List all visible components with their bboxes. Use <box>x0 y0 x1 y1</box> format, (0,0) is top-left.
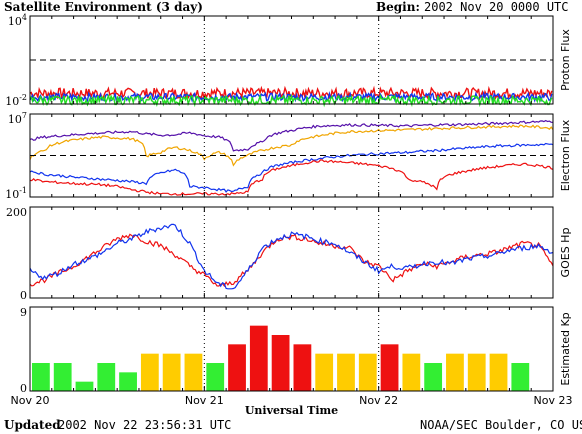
kp-bar <box>249 325 268 391</box>
kp-bar <box>271 335 290 391</box>
kp-bar <box>489 353 508 391</box>
y-tick-label-top: 104 <box>8 13 27 28</box>
y-tick-label-bottom: 0 <box>20 289 27 302</box>
kp-bar <box>424 363 443 391</box>
plot-area <box>30 307 553 391</box>
plot-area <box>30 207 553 298</box>
y-tick-label-bottom: 10-1 <box>5 186 27 201</box>
kp-bar <box>446 353 464 391</box>
y-tick-label-bottom: 0 <box>20 382 27 395</box>
kp-bar <box>380 344 399 391</box>
x-tick-label: Nov 21 <box>185 394 224 407</box>
kp-bar <box>162 353 181 391</box>
kp-bar <box>511 363 530 391</box>
kp-bar <box>140 353 159 391</box>
kp-bar <box>97 363 116 391</box>
panel-4 <box>29 306 554 392</box>
series-purple <box>29 119 553 152</box>
series-red <box>29 233 554 288</box>
y-axis-label: GOES Hp <box>559 228 572 278</box>
kp-bar <box>53 363 72 391</box>
y-tick-label-top: 107 <box>8 111 27 126</box>
panel-3 <box>29 206 554 299</box>
kp-bar <box>228 344 246 391</box>
kp-bar <box>293 344 312 391</box>
kp-bar <box>358 353 377 391</box>
kp-bar <box>402 353 421 391</box>
begin-value: 2002 Nov 20 0000 UTC <box>424 0 569 14</box>
series-orange <box>29 124 554 167</box>
kp-bar <box>119 372 137 391</box>
panel-2 <box>29 113 554 198</box>
series-blue <box>29 142 554 193</box>
credit-text: NOAA/SEC Boulder, CO USA <box>420 418 582 432</box>
kp-bar <box>184 353 203 391</box>
updated-label: Updated <box>4 418 61 432</box>
kp-bar <box>75 381 94 391</box>
kp-bar <box>32 363 50 391</box>
y-tick-label-top: 9 <box>20 306 27 319</box>
updated-value: 2002 Nov 22 23:56:31 UTC <box>58 418 232 432</box>
x-tick-label: Nov 23 <box>534 394 573 407</box>
kp-bar <box>467 353 486 391</box>
kp-bar <box>337 353 355 391</box>
y-axis-label: Electron Flux <box>559 119 572 191</box>
y-axis-label: Estimated Kp <box>559 312 572 385</box>
x-tick-label: Nov 22 <box>359 394 398 407</box>
x-axis-label: Universal Time <box>245 404 338 417</box>
begin-label: Begin: <box>376 0 420 14</box>
y-axis-label: Proton Flux <box>559 29 572 91</box>
x-tick-label: Nov 20 <box>11 394 50 407</box>
kp-bar <box>315 353 334 391</box>
y-tick-label-top: 200 <box>6 206 27 219</box>
series-red <box>30 159 554 196</box>
panel-1 <box>29 15 554 108</box>
y-tick-label-bottom: 10-2 <box>5 93 27 108</box>
chart-title: Satellite Environment (3 day) <box>4 0 203 14</box>
series-blue <box>29 223 554 290</box>
kp-bar <box>206 363 225 391</box>
